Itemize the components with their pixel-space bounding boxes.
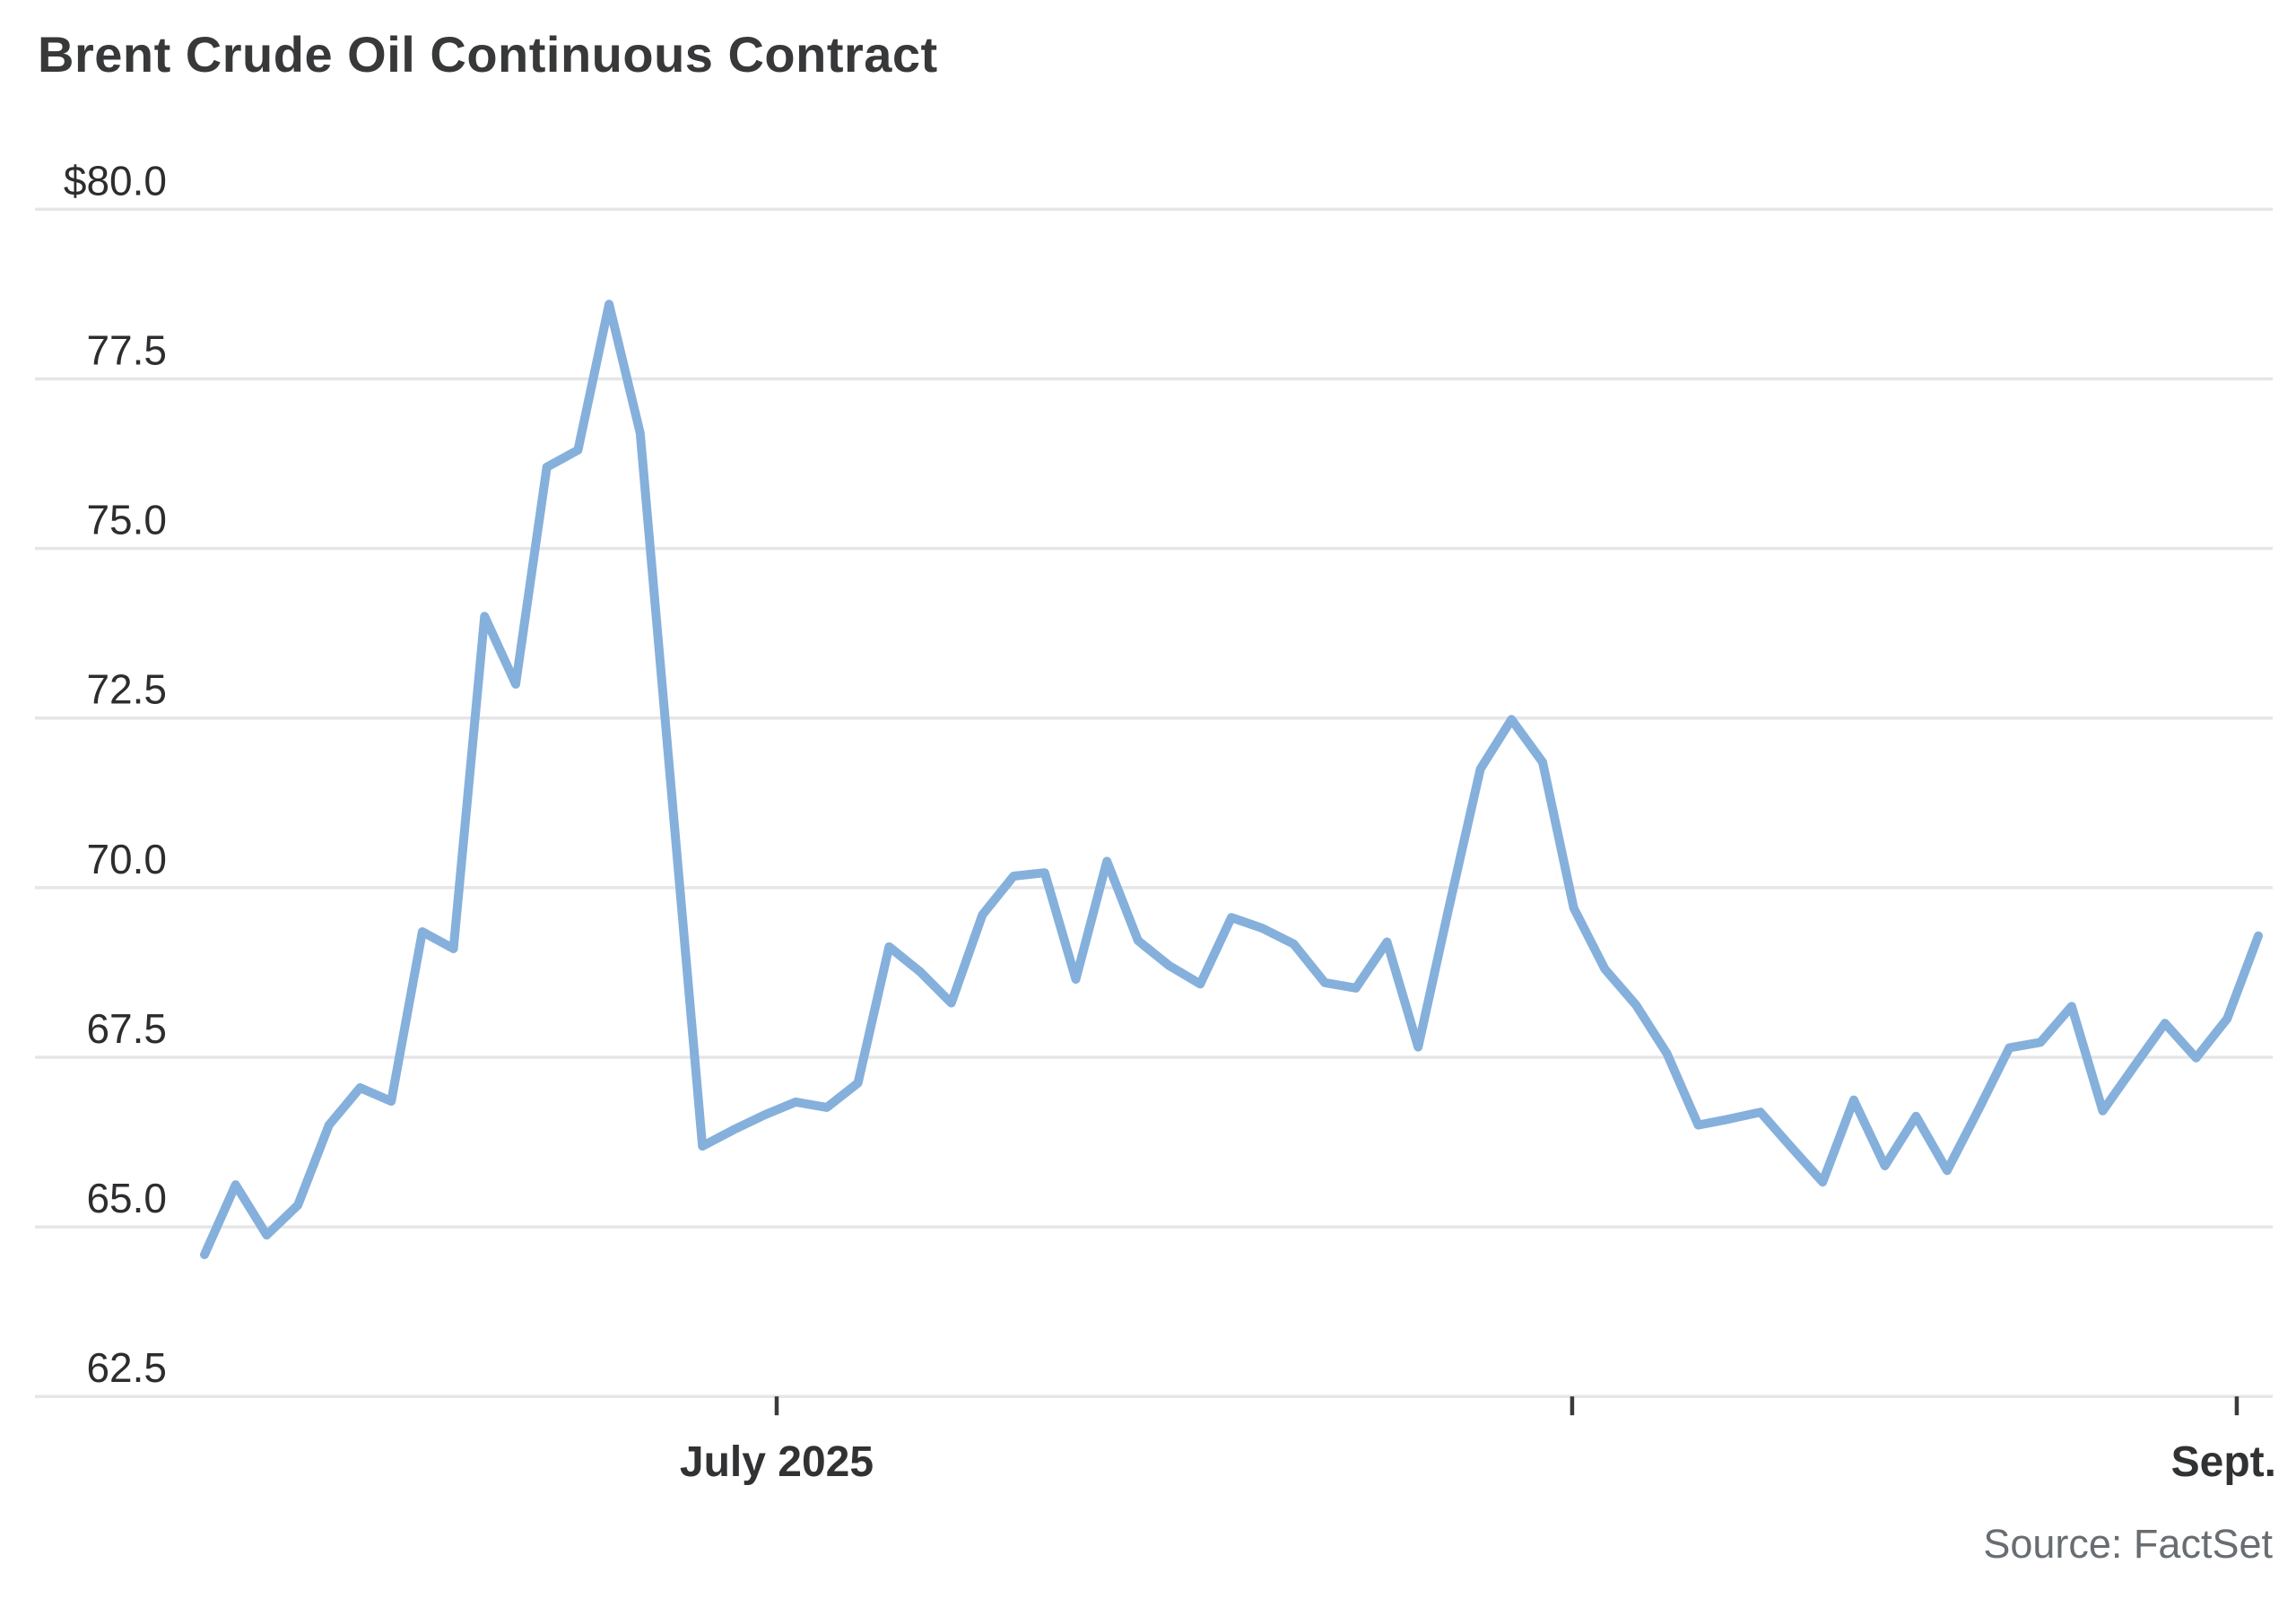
x-axis-label: July 2025	[680, 1438, 874, 1486]
y-axis-label: 62.5	[86, 1344, 167, 1391]
y-axis-label: 67.5	[86, 1005, 167, 1052]
x-axis-label: Sept.	[2171, 1438, 2276, 1486]
y-axis-label: 70.0	[86, 836, 167, 882]
y-axis-label: $80.0	[64, 157, 167, 204]
chart-title: Brent Crude Oil Continuous Contract	[38, 26, 938, 83]
price-line	[200, 300, 2263, 1260]
y-axis-label: 65.0	[86, 1175, 167, 1221]
y-axis-label: 72.5	[86, 666, 167, 713]
y-axis-label: 77.5	[86, 327, 167, 374]
source-credit: Source: FactSet	[1983, 1521, 2273, 1567]
y-axis-label: 75.0	[86, 497, 167, 543]
